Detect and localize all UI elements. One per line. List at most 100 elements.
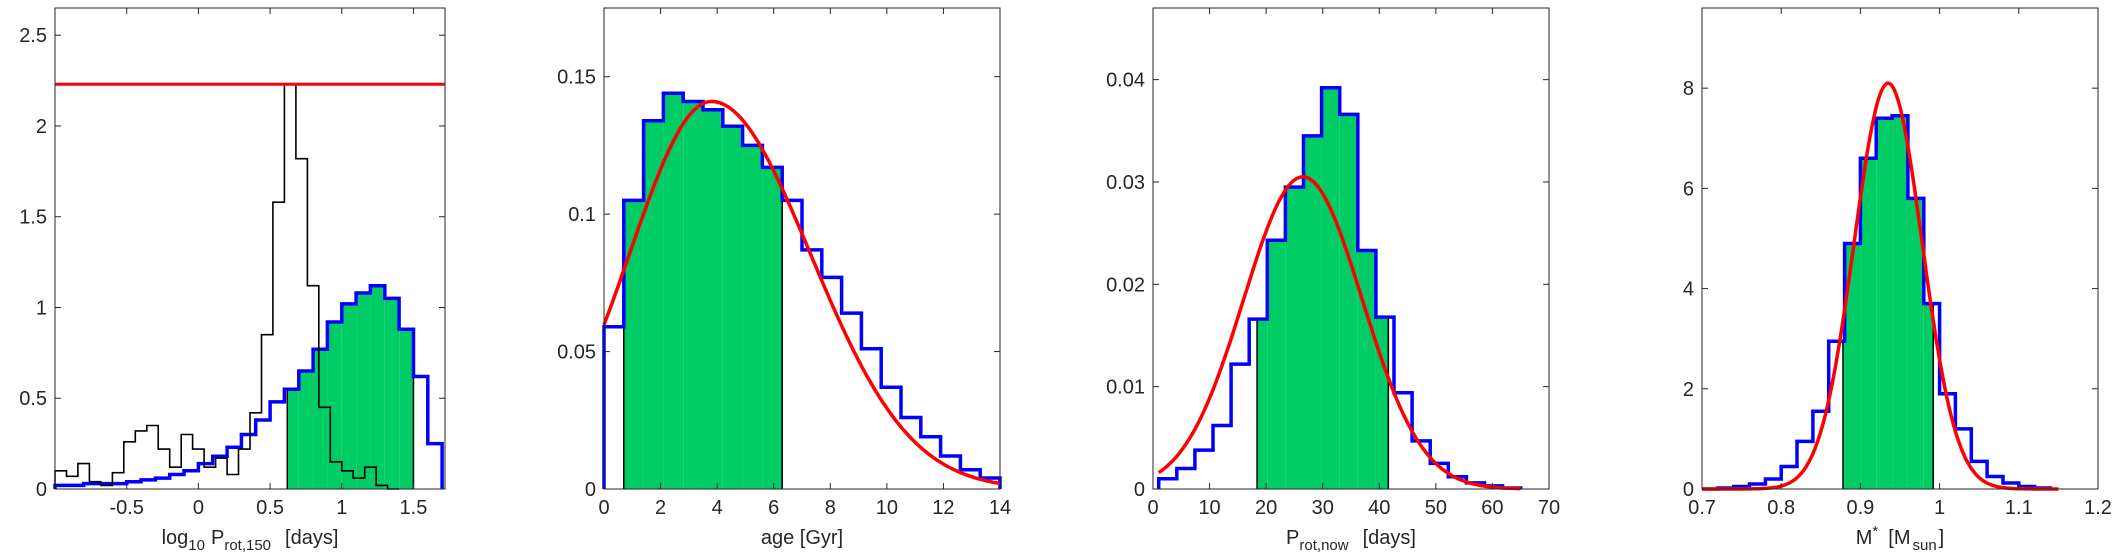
p4-hist-outline — [1702, 113, 2053, 491]
x-tick-label-3-0: 0 — [1147, 497, 1158, 519]
y-tick-label-2-3: 0.15 — [557, 67, 596, 89]
panel-3: 0 10 20 30 40 50 60 70 0 0.01 0.02 0.03 0.04 Prot,no… — [1106, 7, 1560, 554]
p2-hist-bar-16 — [921, 437, 941, 489]
p1-black-hist-bar-16 — [239, 449, 250, 489]
axes-frame-1 — [54, 7, 446, 490]
p1-blue-hist-shaded-bar-22 — [370, 285, 385, 489]
p1-black-hist-outline — [54, 83, 400, 490]
p2-hist-bar-10 — [802, 250, 822, 489]
panel-1: -0.5 0 0.5 1 1.5 0 0.5 1 1.5 2 2.5 log10 Prot,150 [d… — [19, 7, 446, 554]
p1-blue-hist-shaded-bar-18 — [313, 349, 328, 489]
y-tick-label-4-2: 4 — [1683, 279, 1694, 301]
x-tick-label-1-3: 1 — [336, 497, 347, 519]
y-tick-label-1-4: 2 — [36, 116, 47, 138]
p3-hist-bar-1 — [1177, 469, 1195, 489]
p4-hist-bar-17 — [1971, 461, 1987, 489]
p2-fit-curve — [602, 99, 1001, 486]
x-tick-label-3-7: 70 — [1538, 497, 1560, 519]
p1-blue-hist-bar-14 — [256, 420, 270, 489]
x-tick-label-4-0: 0.7 — [1688, 497, 1716, 519]
plot-area-3: 0 10 20 30 40 50 60 70 0 0.01 0.02 0.03 0.04 — [1106, 8, 1560, 519]
x-axis-label-1: log10 Prot,150 [days] — [162, 527, 339, 554]
plot-area-4: 0.7 0.8 0.9 1 1.1 1.2 0 2 4 6 8 — [1683, 8, 2112, 519]
p4-hist-shaded-bar-14 — [1923, 303, 1934, 489]
p1-black-hist-bar-19 — [273, 202, 284, 489]
p1-blue-hist-shaded-bar-20 — [341, 303, 357, 489]
y-tick-label-2-0: 0 — [585, 479, 596, 501]
x-tick-label-3-5: 50 — [1425, 497, 1447, 519]
p1-blue-hist-bar-8 — [170, 474, 184, 489]
p2-hist-shaded-bar-8 — [762, 167, 783, 489]
p1-blue-hist-bar-9 — [184, 471, 198, 489]
p1-blue-hist-shaded-bar-24 — [399, 329, 414, 489]
p1-black-hist-bar-13 — [204, 467, 215, 489]
p4-hist-shaded-bar-13 — [1907, 198, 1924, 490]
y-tick-label-4-4: 8 — [1683, 78, 1694, 100]
p2-hist-bar-11 — [822, 277, 842, 489]
p1-black-hist-bar-14 — [216, 458, 227, 489]
y-tick-label-3-2: 0.02 — [1106, 274, 1145, 296]
panel-4: 0.7 0.8 0.9 1 1.1 1.2 0 2 4 6 8 M* [M sun] — [1683, 7, 2112, 554]
x-tick-label-3-1: 10 — [1198, 497, 1220, 519]
y-tick-label-3-0: 0 — [1134, 479, 1145, 501]
p1-blue-hist-bar-25 — [413, 376, 427, 489]
p3-hist-bar-2 — [1195, 450, 1213, 489]
p1-black-hist-bar-11 — [181, 435, 192, 489]
p3-hist-shaded-bar-6 — [1267, 240, 1286, 489]
x-tick-label-1-0: -0.5 — [109, 497, 143, 519]
x-tick-label-2-2: 4 — [712, 497, 723, 519]
x-tick-label-4-2: 0.9 — [1846, 497, 1874, 519]
x-tick-label-2-7: 14 — [989, 497, 1011, 519]
x-tick-label-3-3: 30 — [1312, 497, 1334, 519]
p3-hist-shaded-bar-8 — [1303, 135, 1322, 489]
x-tick-label-4-4: 1.1 — [2005, 497, 2033, 519]
plot-area-1: -0.5 0 0.5 1 1.5 0 0.5 1 1.5 2 2.5 — [19, 8, 445, 519]
x-tick-label-2-4: 8 — [825, 497, 836, 519]
p1-blue-hist-outline — [53, 283, 444, 489]
p3-hist-shaded-bar-11 — [1357, 250, 1376, 489]
plot-area-2: 0 2 4 6 8 10 12 14 0 0.05 0.1 0.15 — [557, 8, 1011, 519]
p3-hist-bar-13 — [1394, 393, 1412, 489]
p1-blue-hist-bar-13 — [241, 435, 255, 489]
p3-hist-shaded-bar-12 — [1375, 317, 1389, 489]
p4-hist-shaded-bar-11 — [1876, 118, 1893, 490]
p3-hist-shaded-bar-9 — [1321, 87, 1340, 489]
p4-hist-shaded-bar-9 — [1844, 243, 1861, 489]
p2-hist-bar-9 — [782, 200, 802, 489]
p3-hist-outline — [1156, 86, 1523, 490]
p2-hist-shaded-bar-1 — [623, 200, 644, 489]
p1-blue-hist-bar-15 — [270, 402, 284, 489]
p1-black-hist-bar-9 — [158, 449, 169, 489]
axes-frame-3 — [1152, 7, 1550, 490]
x-tick-label-4-3: 1 — [1934, 497, 1945, 519]
x-axis-label-4: M* [M sun] — [1856, 523, 1944, 554]
p3-hist-shaded-bar-10 — [1339, 114, 1358, 489]
p2-hist-shaded-bar-5 — [703, 109, 723, 489]
y-tick-label-3-4: 0.04 — [1106, 70, 1145, 92]
y-tick-label-2-1: 0.05 — [557, 342, 596, 364]
p1-blue-hist-shaded-bar-21 — [356, 292, 371, 489]
x-tick-label-1-1: 0 — [193, 497, 204, 519]
y-tick-label-2-2: 0.1 — [568, 204, 596, 226]
x-tick-label-3-4: 40 — [1368, 497, 1390, 519]
p2-hist-shaded-bar-2 — [643, 120, 664, 489]
x-tick-label-2-3: 6 — [768, 497, 779, 519]
p1-blue-hist-shaded-bar-19 — [327, 322, 342, 489]
y-tick-label-3-3: 0.03 — [1106, 172, 1145, 194]
p2-hist-shaded-bar-6 — [722, 126, 743, 489]
x-tick-label-1-4: 1.5 — [400, 497, 428, 519]
x-tick-label-4-5: 1.2 — [2084, 497, 2112, 519]
p1-blue-hist-shaded-bar-23 — [384, 298, 400, 489]
p1-black-hist-bar-15 — [227, 474, 238, 489]
y-tick-label-1-0: 0 — [36, 479, 47, 501]
p2-hist-shaded-bar-7 — [742, 145, 763, 489]
y-tick-label-4-3: 6 — [1683, 178, 1694, 200]
x-tick-label-2-1: 2 — [655, 497, 666, 519]
p2-hist-shaded-bar-4 — [683, 101, 703, 490]
x-tick-label-3-6: 60 — [1481, 497, 1503, 519]
p2-hist-shaded-bar-3 — [663, 93, 684, 489]
axes-frame-2 — [603, 7, 1001, 490]
x-axis-label-3: Prot,now [days] — [1286, 527, 1416, 554]
p3-hist-bar-3 — [1213, 426, 1231, 489]
